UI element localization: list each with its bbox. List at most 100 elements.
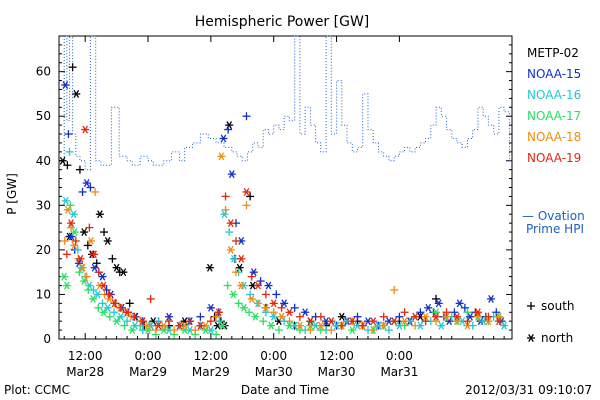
data-point-noaa-19	[316, 312, 325, 321]
footer-left: Plot: CCMC	[4, 383, 70, 397]
data-point-noaa-18	[453, 317, 462, 326]
data-point-noaa-19	[99, 281, 108, 290]
data-point-noaa-17	[274, 326, 283, 335]
data-point-noaa-18	[144, 321, 153, 330]
data-point-noaa-19	[175, 321, 184, 330]
data-point-noaa-19	[453, 312, 462, 321]
legend-noaa-19: NOAA-19	[527, 151, 581, 165]
data-point-noaa-15	[424, 303, 433, 312]
data-point-noaa-17	[80, 277, 89, 286]
data-point-metp-02	[80, 228, 89, 237]
legend: METP-02 NOAA-15 NOAA-16 NOAA-17 NOAA-18 NOAA-…	[527, 46, 581, 345]
data-point-noaa-16	[261, 308, 270, 317]
data-point-noaa-15	[249, 268, 258, 277]
data-point-noaa-19	[247, 272, 256, 281]
legend-noaa-15: NOAA-15	[527, 67, 581, 81]
data-point-noaa-17	[245, 308, 254, 317]
data-point-noaa-18	[473, 312, 482, 321]
x-tick-time: 0:00	[386, 349, 413, 363]
data-point-noaa-17	[463, 308, 472, 317]
data-point-noaa-19	[146, 294, 155, 303]
data-point-noaa-15	[82, 179, 91, 187]
data-point-noaa-17	[212, 330, 221, 339]
data-point-metp-02	[235, 263, 244, 272]
y-tick-label: 50	[36, 109, 51, 123]
legend-noaa-16: NOAA-16	[527, 88, 581, 102]
data-point-noaa-17	[159, 326, 168, 335]
legend-marker-south-icon	[527, 302, 535, 310]
data-point-noaa-17	[84, 285, 93, 294]
ovation-legend-line2: Prime HPI	[526, 222, 584, 236]
data-point-noaa-18	[212, 312, 221, 321]
data-point-noaa-18	[390, 285, 399, 294]
data-point-noaa-17	[99, 308, 108, 317]
data-point-noaa-19	[337, 321, 346, 330]
data-point-metp-02	[112, 263, 121, 272]
data-point-noaa-19	[269, 299, 278, 308]
data-point-noaa-15	[219, 134, 228, 143]
data-point-metp-02	[108, 254, 117, 263]
data-point-metp-02	[63, 161, 72, 170]
data-point-noaa-18	[60, 236, 69, 245]
data-point-noaa-18	[269, 308, 278, 317]
y-tick-label: 60	[36, 65, 51, 79]
data-point-noaa-19	[130, 312, 139, 321]
data-point-noaa-15	[78, 187, 87, 196]
data-point-noaa-18	[232, 268, 241, 277]
data-point-noaa-15	[206, 303, 215, 312]
data-point-noaa-15	[395, 312, 404, 321]
data-point-noaa-19	[116, 303, 125, 312]
x-tick-time: 0:00	[135, 349, 162, 363]
legend-marker-north: north	[541, 331, 573, 345]
data-point-noaa-19	[463, 317, 472, 326]
data-point-noaa-19	[232, 236, 241, 245]
x-axis-label: Date and Time	[241, 383, 329, 397]
data-point-noaa-19	[81, 125, 90, 134]
data-point-noaa-18	[442, 312, 451, 321]
data-point-noaa-16	[65, 147, 74, 156]
data-point-noaa-15	[492, 308, 501, 317]
data-point-noaa-18	[484, 317, 493, 326]
data-point-noaa-19	[411, 312, 420, 321]
data-point-noaa-17	[120, 321, 129, 330]
data-point-noaa-16	[215, 317, 224, 326]
data-point-noaa-19	[348, 317, 357, 326]
y-tick-label: 40	[36, 154, 51, 168]
data-point-noaa-18	[247, 294, 256, 303]
data-point-noaa-17	[94, 303, 103, 312]
y-tick-label: 10	[36, 287, 51, 301]
data-point-noaa-16	[500, 321, 509, 330]
data-point-noaa-19	[85, 223, 94, 232]
data-point-noaa-19	[254, 281, 263, 290]
data-point-noaa-18	[86, 237, 95, 245]
data-point-noaa-15	[61, 81, 70, 89]
data-point-noaa-16	[116, 312, 125, 321]
legend-marker-north-icon	[527, 334, 535, 342]
data-point-noaa-18	[295, 321, 304, 330]
data-point-noaa-16	[93, 290, 102, 299]
data-point-noaa-17	[267, 321, 276, 330]
data-point-noaa-16	[225, 228, 234, 237]
y-tick-label: 30	[36, 198, 51, 212]
x-tick-date: Mar29	[129, 365, 167, 379]
data-point-noaa-15	[264, 281, 273, 290]
data-point-noaa-18	[91, 187, 100, 196]
data-point-noaa-17	[316, 326, 325, 335]
data-point-noaa-17	[239, 303, 248, 312]
data-point-noaa-15	[227, 170, 236, 179]
data-point-metp-02	[95, 210, 104, 219]
data-point-noaa-19	[400, 308, 409, 317]
data-point-noaa-19	[285, 308, 294, 317]
data-point-noaa-17	[144, 326, 153, 335]
data-point-noaa-16	[69, 210, 78, 219]
data-point-metp-02	[125, 299, 134, 308]
data-point-metp-02	[432, 294, 441, 303]
data-point-noaa-19	[237, 254, 246, 263]
data-point-metp-02	[337, 312, 346, 321]
data-point-noaa-19	[327, 317, 336, 326]
data-point-noaa-17	[66, 201, 75, 210]
plot-frame	[58, 35, 513, 340]
data-point-noaa-19	[432, 312, 441, 321]
data-point-noaa-18	[82, 272, 91, 281]
